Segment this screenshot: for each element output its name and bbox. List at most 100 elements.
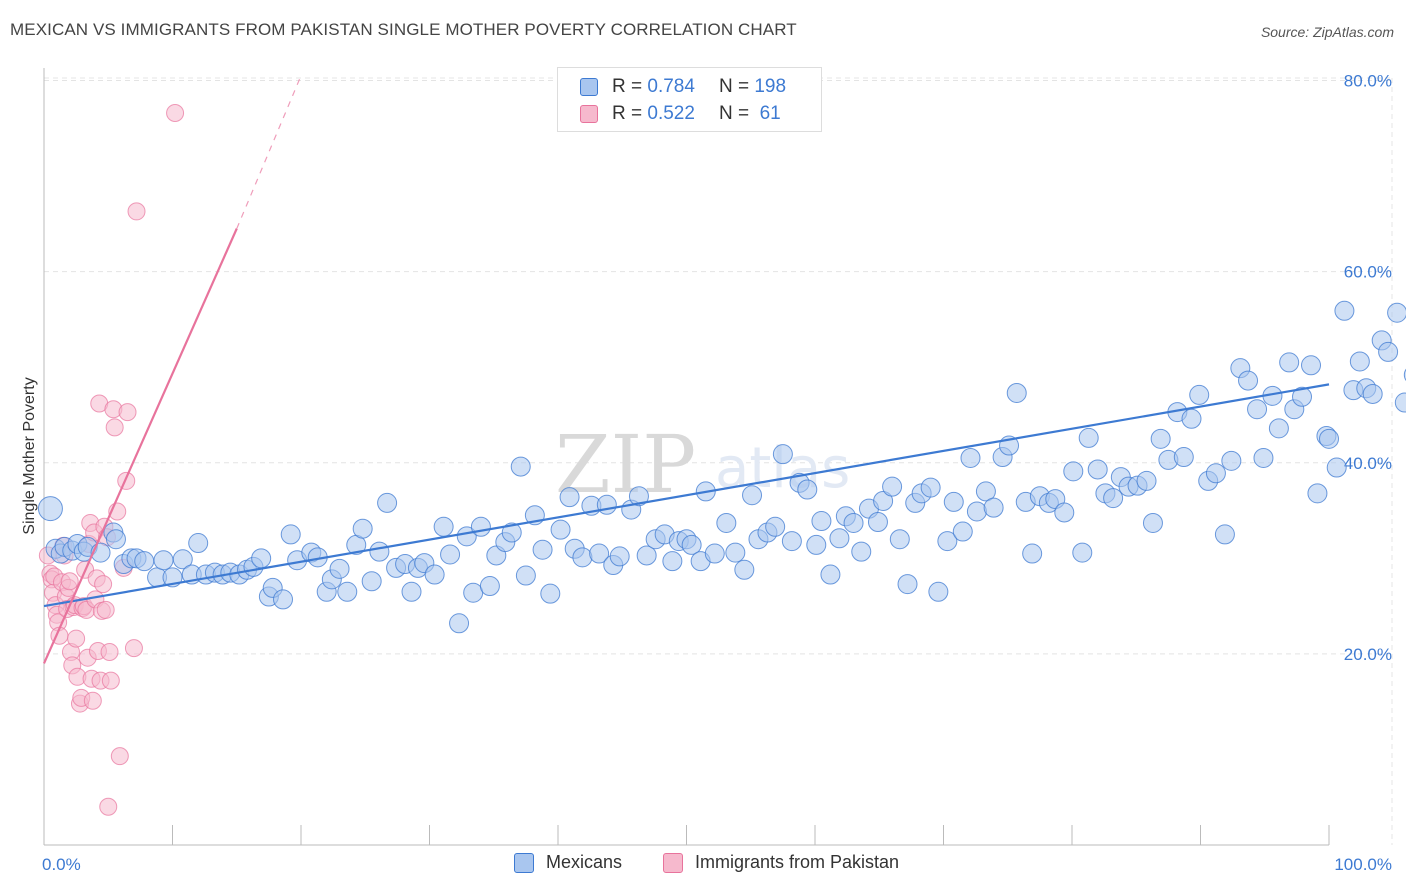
watermark: ZIP atlas bbox=[555, 418, 850, 511]
data-point bbox=[1142, 512, 1163, 533]
legend-item-mexicans: Mexicans bbox=[514, 852, 622, 873]
data-point bbox=[772, 444, 793, 465]
legend-n-value: 61 bbox=[754, 103, 781, 124]
data-point bbox=[280, 524, 301, 545]
trend-line-pakistan-extension bbox=[236, 75, 302, 229]
data-point bbox=[1307, 483, 1328, 504]
source-label: Source: ZipAtlas.com bbox=[1260, 24, 1394, 40]
trend-lines bbox=[42, 75, 1330, 664]
legend-n-label: N = bbox=[718, 76, 750, 97]
data-point bbox=[1136, 470, 1157, 491]
data-point bbox=[166, 103, 185, 122]
chart-title: MEXICAN VS IMMIGRANTS FROM PAKISTAN SING… bbox=[10, 20, 797, 39]
data-point bbox=[1268, 418, 1289, 439]
data-point bbox=[589, 543, 610, 564]
x-tick-label: 100.0% bbox=[1334, 855, 1392, 874]
y-tick-label: 60.0% bbox=[1344, 263, 1392, 282]
data-point bbox=[510, 456, 531, 477]
data-point bbox=[1279, 352, 1300, 373]
data-point bbox=[433, 516, 454, 537]
y-tick-label: 80.0% bbox=[1344, 72, 1392, 91]
data-point bbox=[797, 479, 818, 500]
data-point bbox=[515, 565, 536, 586]
grid-lines bbox=[44, 77, 1393, 845]
data-point bbox=[479, 576, 500, 597]
data-point bbox=[596, 494, 617, 515]
data-point bbox=[742, 485, 763, 506]
data-point bbox=[540, 583, 561, 604]
data-point bbox=[681, 534, 702, 555]
legend-n-value: 198 bbox=[754, 76, 787, 97]
data-point bbox=[1173, 447, 1194, 468]
data-point bbox=[369, 541, 390, 562]
series-mexicans-points bbox=[37, 300, 1406, 634]
data-point bbox=[765, 516, 786, 537]
y-tick-label: 20.0% bbox=[1344, 645, 1392, 664]
data-point bbox=[725, 542, 746, 563]
data-point bbox=[1253, 447, 1274, 468]
legend-swatch-mexicans bbox=[514, 852, 534, 873]
data-point bbox=[1362, 383, 1383, 404]
data-point bbox=[532, 539, 553, 560]
legend-label-mexicans: Mexicans bbox=[546, 852, 623, 872]
data-point bbox=[1063, 461, 1084, 482]
data-point bbox=[1054, 502, 1075, 523]
data-point bbox=[329, 558, 350, 579]
data-point bbox=[1394, 392, 1406, 413]
data-point bbox=[829, 528, 850, 549]
data-point bbox=[463, 582, 484, 603]
legend-r-label: R = bbox=[612, 76, 643, 97]
data-point bbox=[1319, 428, 1339, 449]
data-point bbox=[1181, 408, 1202, 429]
data-point bbox=[1103, 488, 1124, 509]
legend-swatch-pakistan bbox=[663, 852, 683, 873]
data-point bbox=[966, 501, 987, 522]
data-point bbox=[1214, 524, 1235, 545]
trend-line-pakistan bbox=[42, 228, 238, 664]
data-point bbox=[96, 600, 115, 619]
data-point bbox=[806, 534, 827, 555]
data-point bbox=[105, 418, 124, 437]
data-point bbox=[501, 522, 522, 543]
data-point bbox=[716, 512, 737, 533]
data-point bbox=[609, 546, 630, 567]
legend-row-pakistan: R = 0.522 N = 61 bbox=[580, 101, 781, 127]
data-point bbox=[1150, 428, 1171, 449]
data-point bbox=[377, 492, 398, 513]
data-point bbox=[401, 581, 422, 602]
data-point bbox=[37, 496, 63, 522]
data-point bbox=[943, 491, 964, 512]
data-point bbox=[1301, 355, 1322, 376]
data-point bbox=[572, 547, 593, 568]
legend-r-value: 0.522 bbox=[647, 103, 695, 124]
data-point bbox=[867, 511, 888, 532]
data-point bbox=[975, 481, 996, 502]
legend-n-label: N = bbox=[718, 103, 750, 124]
data-point bbox=[928, 581, 949, 602]
data-point bbox=[361, 571, 382, 592]
data-point bbox=[1334, 300, 1355, 321]
data-point bbox=[550, 519, 571, 540]
data-point bbox=[1072, 542, 1093, 563]
data-point bbox=[1006, 382, 1027, 403]
data-point bbox=[1292, 386, 1313, 407]
data-point bbox=[983, 497, 1004, 518]
data-point bbox=[110, 747, 129, 766]
data-point bbox=[889, 529, 910, 550]
data-point bbox=[1087, 459, 1108, 480]
data-point bbox=[99, 797, 118, 816]
data-point bbox=[734, 559, 755, 580]
data-point bbox=[117, 471, 136, 490]
y-tick-label: 40.0% bbox=[1344, 454, 1392, 473]
stats-legend: R = 0.784 N = 198 R = 0.522 N = 61 bbox=[557, 67, 822, 132]
data-point bbox=[952, 521, 973, 542]
data-point bbox=[188, 533, 209, 554]
legend-item-pakistan: Immigrants from Pakistan bbox=[663, 852, 899, 873]
data-point bbox=[1078, 427, 1099, 448]
data-point bbox=[83, 691, 102, 710]
data-point bbox=[153, 550, 174, 571]
x-tick-label: 0.0% bbox=[42, 855, 81, 874]
legend-label-pakistan: Immigrants from Pakistan bbox=[695, 852, 900, 872]
series-pakistan-points bbox=[38, 103, 185, 816]
